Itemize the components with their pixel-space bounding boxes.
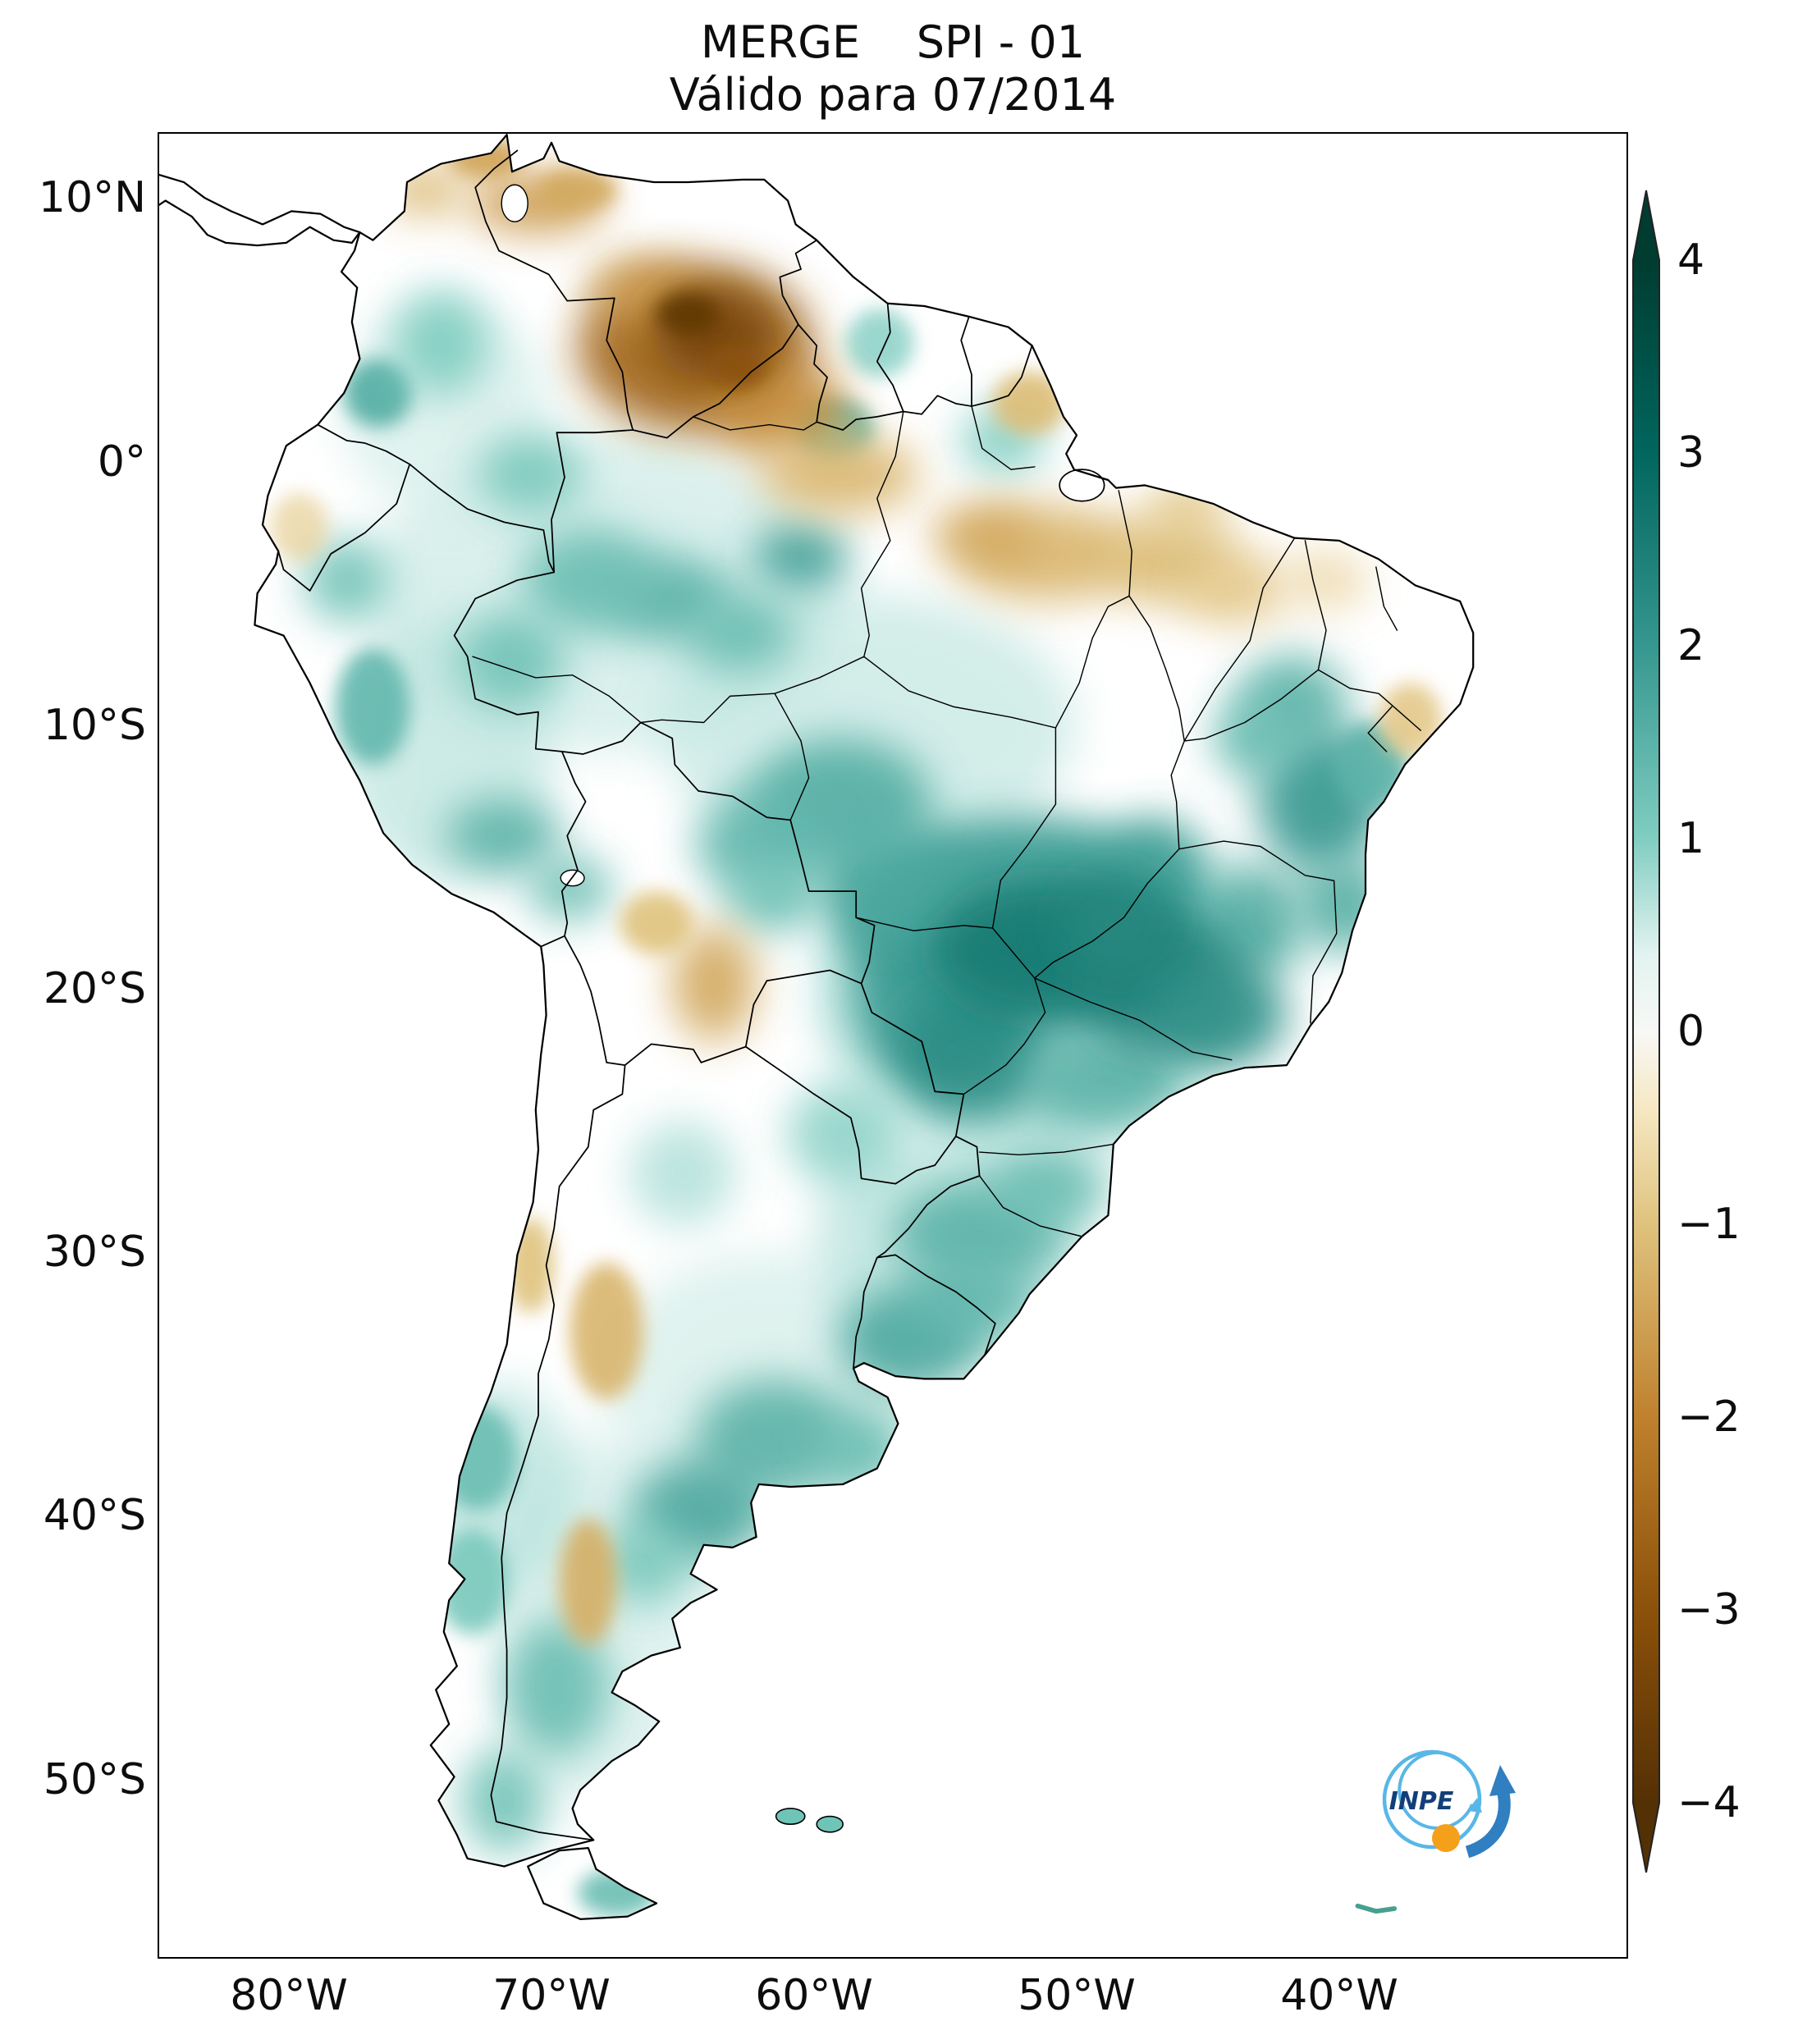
spi-anomaly-blob (522, 527, 660, 633)
lake-maracaibo (501, 184, 528, 222)
y-axis-tick-label: 0° (97, 437, 146, 487)
spi-anomaly-blob (630, 1120, 735, 1227)
spi-anomaly-blob (992, 1144, 1109, 1229)
x-axis-tick-label: 70°W (492, 1971, 611, 2020)
spi-anomaly-blob (344, 359, 413, 428)
y-axis-tick-label: 20°S (43, 963, 146, 1013)
spi-anomaly-blob (478, 435, 583, 514)
colorbar-tick-label: 4 (1677, 235, 1705, 285)
coastline (158, 134, 1475, 1920)
figure-subtitle: Válido para 07/2014 (669, 69, 1117, 121)
spi-colorbar (1632, 190, 1660, 1873)
spi-anomaly-blob (688, 593, 794, 673)
colorbar-tick-label: 2 (1677, 621, 1705, 670)
colorbar-tick-label: 3 (1677, 428, 1705, 478)
spi-anomaly-blob (1155, 962, 1287, 1068)
inpe-logo: INPE (1382, 1749, 1516, 1859)
y-axis-tick-label: 40°S (43, 1491, 146, 1541)
spi-anomaly-blob (506, 1218, 555, 1314)
x-axis-tick-label: 60°W (755, 1971, 873, 2020)
spi-anomaly-blob (727, 859, 822, 934)
spi-anomaly-blob (1283, 551, 1369, 610)
figure-title: MERGE SPI - 01 (700, 16, 1086, 68)
spi-anomaly-blob (620, 891, 693, 955)
spi-anomaly-blob (672, 925, 757, 1042)
south-america-spi-map (158, 134, 1475, 1920)
spi-anomaly-blob (304, 537, 389, 623)
logo-swirl-arrowhead-icon (1467, 1798, 1482, 1813)
spi-anomaly-field (270, 137, 1442, 1917)
marajo-island (1059, 469, 1105, 502)
colorbar-tick-label: −4 (1677, 1778, 1741, 1827)
spi-anomaly-blob (394, 290, 489, 396)
spi-anomaly-blob (1213, 698, 1297, 778)
spi-anomaly-blob (657, 292, 720, 336)
colorbar-tick-label: −1 (1677, 1200, 1741, 1249)
spi-anomaly-blob (1024, 1033, 1182, 1129)
spi-anomaly-blob (446, 798, 562, 873)
spi-anomaly-blob (1297, 857, 1392, 952)
spi-anomaly-blob (538, 168, 617, 212)
spi-anomaly-blob (1145, 485, 1229, 533)
y-axis-tick-label: 10°N (38, 173, 146, 223)
spi-anomaly-blob (1182, 551, 1287, 625)
x-axis-tick-label: 40°W (1280, 1971, 1398, 2020)
south-georgia-island (1355, 1903, 1398, 1914)
spi-anomaly-blob (270, 493, 328, 562)
spi-anomaly-blob (436, 1529, 510, 1635)
spi-anomaly-blob (446, 137, 525, 180)
logo-arrow-icon (1465, 1788, 1511, 1859)
colorbar-tick-label: −3 (1677, 1585, 1741, 1635)
logo-text: INPE (1389, 1787, 1454, 1816)
spi-anomaly-blob (932, 503, 1037, 567)
country-borders (277, 149, 1033, 1841)
spi-anomaly-blob (504, 1618, 610, 1756)
state-borders (472, 405, 1421, 1237)
spi-anomaly-blob (460, 611, 565, 707)
y-axis-tick-label: 10°S (43, 700, 146, 750)
spi-anomaly-blob (336, 648, 410, 765)
y-axis-tick-label: 30°S (43, 1228, 146, 1278)
figure-title-block: MERGE SPI - 01 Válido para 07/2014 (158, 16, 1628, 121)
spi-anomaly-blob (462, 1748, 547, 1854)
spi-anomaly-blob (908, 1257, 1035, 1342)
spi-anomaly-blob (1379, 683, 1442, 757)
spi-anomaly-blob (762, 435, 919, 514)
spi-anomaly-blob (570, 1262, 643, 1401)
spi-anomaly-blob (893, 988, 1050, 1121)
colorbar-tick-label: 1 (1677, 814, 1705, 863)
falkland-islands (775, 1808, 844, 1833)
spi-anomaly-blob (709, 345, 767, 388)
logo-arrowhead-icon (1489, 1765, 1516, 1796)
colorbar-tick-label: 0 (1677, 1007, 1705, 1056)
x-axis-tick-label: 50°W (1018, 1971, 1136, 2020)
spi-anomaly-blob (845, 309, 914, 377)
logo-orange-dot-icon (1432, 1824, 1460, 1852)
spi-anomaly-blob (559, 1518, 617, 1645)
spi-anomaly-blob (788, 1081, 904, 1187)
spi-anomaly-blob (528, 857, 612, 921)
colorbar-tick-label: −2 (1677, 1392, 1741, 1442)
x-axis-tick-label: 80°W (230, 1971, 348, 2020)
spi-anomaly-blob (753, 524, 849, 588)
spi-anomaly-blob (438, 1405, 518, 1511)
spi-anomaly-blob (992, 372, 1067, 436)
spi-anomaly-blob (383, 166, 468, 214)
y-axis-tick-label: 50°S (43, 1754, 146, 1804)
colorbar-gradient-strip (1632, 190, 1660, 1873)
spi-anomaly-blob (601, 1520, 686, 1606)
